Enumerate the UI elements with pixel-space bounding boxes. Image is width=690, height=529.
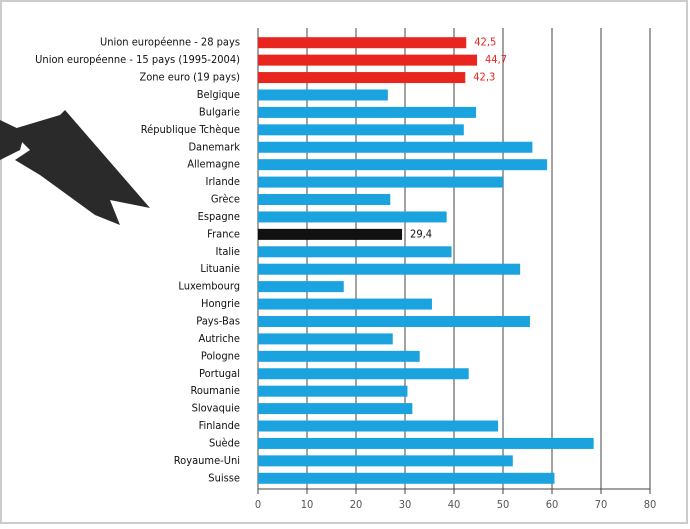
bar xyxy=(258,106,477,118)
y-tick-label: Irlande xyxy=(206,175,240,188)
y-tick-label: Union européenne - 28 pays xyxy=(100,36,240,49)
bar xyxy=(258,124,464,136)
y-tick-label: Bulgarie xyxy=(199,105,240,118)
bar xyxy=(258,298,432,310)
x-tick-label: 70 xyxy=(595,498,608,511)
y-tick-label: Pologne xyxy=(201,349,240,362)
y-tick-label: Belgique xyxy=(197,88,240,101)
y-tick-label: Autriche xyxy=(198,332,240,345)
y-tick-label: Grèce xyxy=(211,193,240,206)
bar xyxy=(258,72,466,84)
y-tick-label: Portugal xyxy=(199,367,240,380)
y-tick-label: France xyxy=(207,227,240,240)
value-label: 42,3 xyxy=(473,71,495,84)
y-tick-label: Union européenne - 15 pays (1995-2004) xyxy=(35,53,240,66)
y-tick-label: Suède xyxy=(209,436,240,449)
bar xyxy=(258,89,388,101)
y-tick-label: Allemagne xyxy=(187,158,240,171)
bar xyxy=(258,472,555,484)
bar xyxy=(258,455,513,467)
y-tick-label: Hongrie xyxy=(201,297,240,310)
bar xyxy=(258,333,393,345)
bar xyxy=(258,403,413,415)
value-label: 44,7 xyxy=(485,53,507,66)
y-tick-label: Slovaquie xyxy=(192,402,240,415)
y-tick-label: Italie xyxy=(216,245,240,258)
bar xyxy=(258,263,521,275)
arrow-drawing xyxy=(0,110,150,225)
bar xyxy=(258,176,503,188)
y-tick-label: République Tchèque xyxy=(141,123,240,136)
y-tick-label: Finlande xyxy=(199,419,240,432)
y-tick-label: Lituanie xyxy=(200,262,240,275)
bar xyxy=(258,437,594,449)
y-tick-label: Roumanie xyxy=(190,384,240,397)
bar xyxy=(258,420,499,432)
x-tick-label: 10 xyxy=(301,498,314,511)
bar xyxy=(258,281,344,293)
x-tick-label: 80 xyxy=(644,498,657,511)
x-tick-label: 0 xyxy=(255,498,261,511)
x-tick-label: 50 xyxy=(497,498,510,511)
y-tick-label: Pays-Bas xyxy=(196,314,240,327)
bar xyxy=(258,159,548,171)
bar xyxy=(258,368,469,380)
y-tick-label: Espagne xyxy=(198,210,240,223)
bar xyxy=(258,194,391,206)
bar xyxy=(258,246,452,258)
x-tick-label: 20 xyxy=(350,498,363,511)
bar xyxy=(258,141,533,153)
bar xyxy=(258,385,408,397)
y-tick-label: Luxembourg xyxy=(178,280,240,293)
y-tick-label: Danemark xyxy=(188,140,240,153)
bar xyxy=(258,54,478,66)
x-tick-label: 40 xyxy=(448,498,461,511)
y-tick-label: Royaume-Uni xyxy=(174,454,240,467)
bar xyxy=(258,315,530,327)
y-tick-label: Suisse xyxy=(208,471,240,484)
bar xyxy=(258,211,447,223)
value-label: 29,4 xyxy=(410,227,432,240)
y-tick-label: Zone euro (19 pays) xyxy=(139,71,240,84)
bar xyxy=(258,37,467,49)
value-label: 42,5 xyxy=(474,36,496,49)
bar xyxy=(258,350,420,362)
x-tick-label: 30 xyxy=(399,498,412,511)
x-tick-label: 60 xyxy=(546,498,559,511)
bar xyxy=(258,228,403,240)
